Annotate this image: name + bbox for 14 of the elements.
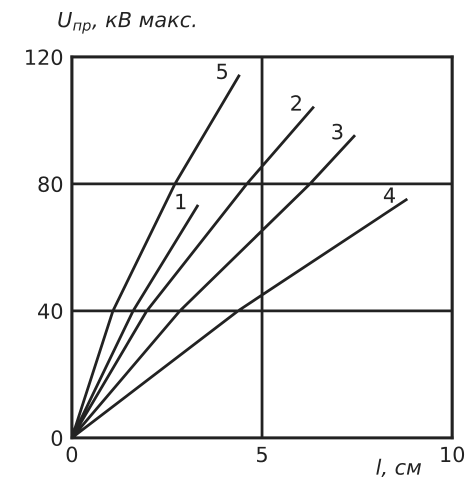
y-axis-title: U$_{пр}$, кВ макс. bbox=[58, 12, 196, 34]
series-label: 3 bbox=[332, 124, 342, 140]
y-tick-label: 120 bbox=[26, 49, 62, 66]
x-tick-label: 10 bbox=[441, 446, 464, 462]
series-label: 4 bbox=[384, 188, 395, 203]
x-axis-title: l, см bbox=[376, 458, 421, 478]
series-label: 2 bbox=[291, 95, 301, 111]
x-tick-label: 5 bbox=[257, 446, 267, 462]
series-label: 1 bbox=[176, 194, 186, 210]
series-label: 5 bbox=[217, 64, 227, 80]
y-tick-label: 40 bbox=[38, 303, 62, 320]
y-tick-label: 80 bbox=[38, 176, 62, 192]
y-tick-label: 0 bbox=[52, 430, 62, 446]
x-tick-label: 0 bbox=[66, 446, 78, 462]
